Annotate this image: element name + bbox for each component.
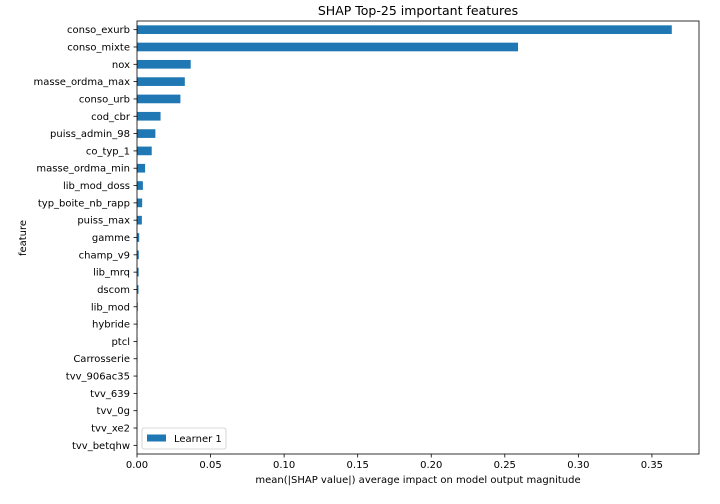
x-ticks: 0.00 0.05 0.10 0.15 0.20 0.25 0.30 0.35 [126,454,663,471]
bar-conso_urb [137,94,181,104]
y-tick-label: lib_mod_doss [63,181,130,192]
bar-co_typ_1 [137,146,152,156]
y-tick-label: conso_mixte [67,42,130,53]
x-tick-label: 0.10 [273,460,295,471]
y-tick-label: nox [112,60,130,71]
y-tick-label: tvv_0g [97,406,130,417]
x-tick-label: 0.05 [199,460,221,471]
legend-label: Learner 1 [174,434,222,445]
bar-masse_ordma_min [137,163,146,173]
y-tick-label: lib_mrq [93,268,130,279]
bars-layer [137,25,672,450]
bar-conso_exurb [137,25,672,34]
x-tick-label: 0.30 [567,460,589,471]
bar-champ_v9 [137,250,139,260]
y-tick-label: masse_ordma_min [36,164,130,175]
plot-frame [136,20,700,455]
legend-box [141,427,227,450]
bar-lib_mod_doss [137,181,143,190]
y-tick-label: hybride [92,320,130,331]
y-tick-label: masse_ordma_max [34,77,131,88]
y-tick-label: tvv_906ac35 [66,372,130,383]
y-tick-label: conso_exurb [67,25,130,36]
y-tick-label: tvv_betqhw [72,441,130,452]
y-tick-label: cod_cbr [91,112,131,123]
bar-nox [137,59,191,69]
legend-swatch [147,434,166,442]
y-tick-label: puiss_max [77,216,130,227]
y-tick-label: ptcl [111,337,130,348]
y-tick-label: lib_mod [91,302,130,313]
y-tick-label: tvv_639 [90,389,130,400]
bar-lib_mrq [137,267,139,277]
y-tick-label: Carrosserie [73,354,130,365]
bar-dscom [137,285,139,294]
y-tick-label: champ_v9 [79,250,130,261]
y-tick-label: gamme [92,233,130,244]
y-tick-label: tvv_xe2 [91,424,130,435]
x-tick-label: 0.25 [494,460,516,471]
bar-puiss_admin_98 [137,129,156,138]
bar-cod_cbr [137,111,161,121]
y-tick-label: typ_boite_nb_rapp [38,198,130,209]
bar-masse_ordma_max [137,77,185,86]
y-tick-label: puiss_admin_98 [50,129,130,140]
x-tick-label: 0.20 [420,460,442,471]
x-tick-label: 0.00 [126,460,148,471]
x-tick-label: 0.35 [641,460,663,471]
y-tick-label: conso_urb [79,94,130,105]
bar-gamme [137,233,140,242]
legend: Learner 1 [141,427,227,450]
y-axis-label: feature [18,220,29,256]
x-tick-label: 0.15 [347,460,369,471]
y-tick-label: co_typ_1 [86,146,130,157]
y-tick-label: dscom [97,285,130,296]
x-axis-label: mean(|SHAP value|) average impact on mod… [255,475,580,486]
bar-conso_mixte [137,42,519,52]
chart-title: SHAP Top-25 important features [318,3,518,18]
bar-puiss_max [137,215,142,225]
bar-typ_boite_nb_rapp [137,198,143,208]
